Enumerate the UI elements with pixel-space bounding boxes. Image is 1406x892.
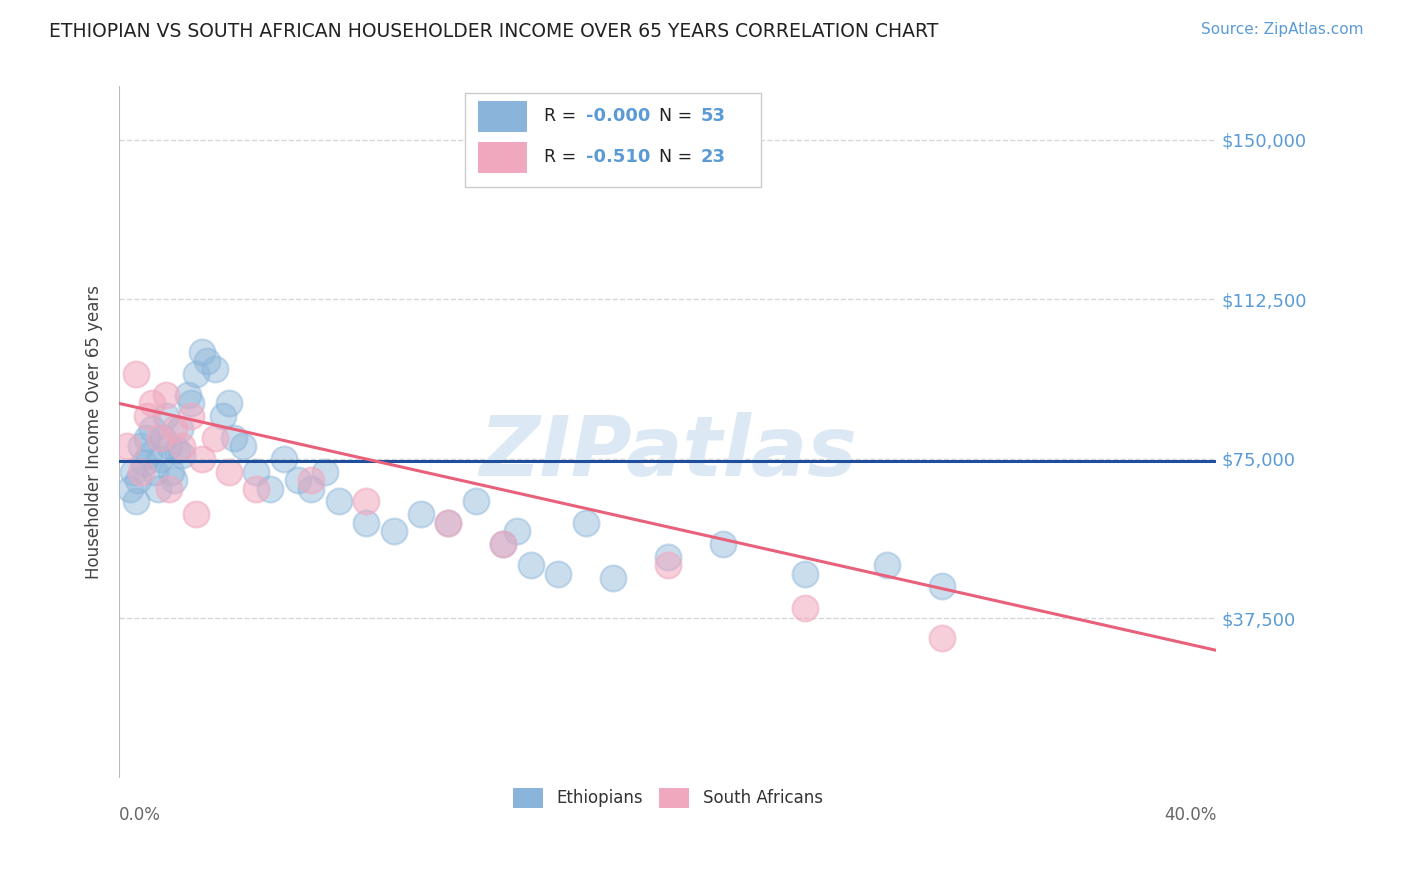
Point xyxy=(163,422,186,436)
Point xyxy=(172,439,194,453)
Point xyxy=(157,482,180,496)
Text: Source: ZipAtlas.com: Source: ZipAtlas.com xyxy=(1201,22,1364,37)
Point xyxy=(138,448,160,462)
Text: N =: N = xyxy=(659,107,697,125)
Point xyxy=(711,537,734,551)
Point xyxy=(190,345,212,359)
Text: 53: 53 xyxy=(700,107,725,125)
Point xyxy=(657,549,679,564)
Point xyxy=(132,456,155,470)
Point xyxy=(180,409,202,424)
Point xyxy=(547,566,569,581)
Bar xyxy=(478,101,527,132)
Point xyxy=(657,558,679,573)
Point xyxy=(195,354,218,368)
Point xyxy=(287,473,309,487)
Point xyxy=(232,439,254,453)
Point xyxy=(876,558,898,573)
Point xyxy=(519,558,541,573)
Point xyxy=(149,451,172,466)
Point xyxy=(155,409,177,424)
Point xyxy=(218,396,240,410)
Point xyxy=(602,571,624,585)
Point xyxy=(354,494,377,508)
Text: R =: R = xyxy=(544,148,582,166)
Point xyxy=(299,473,322,487)
Point xyxy=(135,430,157,444)
Point xyxy=(122,465,145,479)
Text: 0.0%: 0.0% xyxy=(120,805,162,823)
Point xyxy=(157,439,180,453)
Point xyxy=(166,443,188,458)
Text: ZIPatlas: ZIPatlas xyxy=(479,412,856,493)
Legend: Ethiopians, South Africans: Ethiopians, South Africans xyxy=(506,781,830,814)
Point xyxy=(793,566,815,581)
Text: N =: N = xyxy=(659,148,697,166)
Point xyxy=(180,396,202,410)
Point xyxy=(574,516,596,530)
Point xyxy=(125,494,148,508)
Point xyxy=(135,409,157,424)
Point xyxy=(117,439,139,453)
Point xyxy=(437,516,460,530)
Point xyxy=(506,524,529,538)
Point xyxy=(354,516,377,530)
Point xyxy=(141,396,163,410)
Point xyxy=(169,422,191,436)
Text: -0.510: -0.510 xyxy=(585,148,650,166)
Point xyxy=(218,465,240,479)
Bar xyxy=(465,94,761,186)
Point xyxy=(259,482,281,496)
Text: 40.0%: 40.0% xyxy=(1164,805,1216,823)
Text: -0.000: -0.000 xyxy=(585,107,650,125)
Point xyxy=(204,362,226,376)
Point xyxy=(152,430,174,444)
Point xyxy=(172,448,194,462)
Point xyxy=(931,631,953,645)
Point xyxy=(931,579,953,593)
Point xyxy=(328,494,350,508)
Point xyxy=(437,516,460,530)
Point xyxy=(120,482,142,496)
Point xyxy=(382,524,405,538)
Point xyxy=(146,482,169,496)
Point xyxy=(125,367,148,381)
Point xyxy=(177,388,200,402)
Point xyxy=(155,388,177,402)
Text: R =: R = xyxy=(544,107,582,125)
Point xyxy=(273,451,295,466)
Y-axis label: Householder Income Over 65 years: Householder Income Over 65 years xyxy=(86,285,103,579)
Point xyxy=(224,430,246,444)
Point xyxy=(212,409,235,424)
Point xyxy=(143,465,166,479)
Point xyxy=(129,439,152,453)
Point xyxy=(299,482,322,496)
Point xyxy=(492,537,515,551)
Point xyxy=(141,422,163,436)
Point xyxy=(127,473,149,487)
Point xyxy=(793,600,815,615)
Point xyxy=(160,465,183,479)
Point xyxy=(184,367,207,381)
Point xyxy=(314,465,336,479)
Bar xyxy=(478,142,527,173)
Point xyxy=(129,465,152,479)
Point xyxy=(204,430,226,444)
Point xyxy=(464,494,486,508)
Point xyxy=(190,451,212,466)
Point xyxy=(245,465,267,479)
Point xyxy=(184,507,207,521)
Point xyxy=(492,537,515,551)
Point xyxy=(149,430,172,444)
Text: ETHIOPIAN VS SOUTH AFRICAN HOUSEHOLDER INCOME OVER 65 YEARS CORRELATION CHART: ETHIOPIAN VS SOUTH AFRICAN HOUSEHOLDER I… xyxy=(49,22,939,41)
Point xyxy=(245,482,267,496)
Text: 23: 23 xyxy=(700,148,725,166)
Point xyxy=(163,473,186,487)
Point xyxy=(409,507,432,521)
